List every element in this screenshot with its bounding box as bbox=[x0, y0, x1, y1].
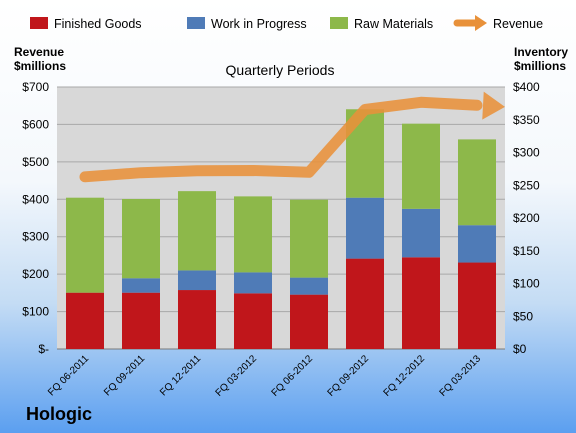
bar-raw-materials bbox=[234, 196, 272, 273]
bar-work-in-progress bbox=[346, 197, 384, 259]
y-right-title-line1: Inventory bbox=[514, 45, 568, 59]
bar-finished-goods bbox=[234, 293, 272, 349]
y-left-ticks: $- $100 $200 $300 $400 $500 $600 $700 bbox=[22, 80, 49, 356]
y-left-tick-label: $300 bbox=[22, 230, 49, 244]
y-right-tick-label: $400 bbox=[513, 80, 540, 94]
bar-work-in-progress bbox=[178, 270, 216, 291]
revenue-arrowhead bbox=[482, 91, 505, 120]
y-right-tick-label: $350 bbox=[513, 113, 540, 127]
x-category-label: FQ 06-2011 bbox=[46, 353, 91, 398]
y-right-tick-label: $0 bbox=[513, 342, 527, 356]
x-category-label: FQ 03-2012 bbox=[214, 353, 260, 399]
bar-finished-goods bbox=[458, 262, 496, 349]
y-left-tick-label: $500 bbox=[22, 155, 49, 169]
bar-finished-goods bbox=[178, 290, 216, 349]
y-right-tick-label: $150 bbox=[513, 244, 540, 258]
y-left-tick-label: $600 bbox=[22, 117, 49, 131]
bar-work-in-progress bbox=[122, 278, 160, 293]
bar-raw-materials bbox=[66, 197, 104, 293]
y-right-tick-label: $100 bbox=[513, 277, 540, 291]
legend-swatch bbox=[330, 17, 348, 29]
legend-label: Finished Goods bbox=[54, 17, 142, 31]
x-category-label: FQ 03-2013 bbox=[438, 353, 484, 399]
bar-raw-materials bbox=[402, 123, 440, 209]
x-category-label: FQ 06-2012 bbox=[270, 353, 316, 399]
legend-label: Revenue bbox=[493, 17, 543, 31]
plot-title: Quarterly Periods bbox=[226, 62, 335, 78]
bar-finished-goods bbox=[290, 294, 328, 349]
x-category-label: FQ 09-2011 bbox=[102, 353, 147, 398]
bar-finished-goods bbox=[66, 292, 104, 349]
y-left-tick-label: $400 bbox=[22, 192, 49, 206]
y-right-tick-label: $50 bbox=[513, 309, 533, 323]
bar-finished-goods bbox=[402, 257, 440, 349]
y-left-tick-label: $700 bbox=[22, 80, 49, 94]
y-left-tick-label: $100 bbox=[22, 305, 49, 319]
bar-raw-materials bbox=[178, 191, 216, 271]
y-right-tick-label: $300 bbox=[513, 146, 540, 160]
y-right-ticks: $0 $50 $100 $150 $200 $250 $300 $350 $400 bbox=[513, 80, 540, 356]
bar-finished-goods bbox=[122, 292, 160, 349]
legend-label: Raw Materials bbox=[354, 17, 433, 31]
bar-raw-materials bbox=[122, 199, 160, 279]
legend-swatch-arrow bbox=[475, 15, 487, 31]
revenue-line bbox=[79, 96, 483, 183]
revenue-line-group bbox=[79, 91, 505, 183]
bar-work-in-progress bbox=[402, 208, 440, 258]
legend-swatch bbox=[187, 17, 205, 29]
bar-work-in-progress bbox=[234, 272, 272, 294]
bar-raw-materials bbox=[290, 199, 328, 278]
legend: Finished Goods Work in Progress Raw Materi… bbox=[30, 15, 543, 31]
brand-label: Hologic bbox=[26, 404, 92, 424]
bars bbox=[66, 109, 496, 349]
x-category-labels: FQ 06-2011 FQ 09-2011 FQ 12-2011 FQ 03-2012… bbox=[46, 353, 483, 399]
bar-work-in-progress bbox=[458, 225, 496, 263]
bar-finished-goods bbox=[346, 258, 384, 349]
y-right-tick-label: $200 bbox=[513, 211, 540, 225]
y-left-tick-label: $- bbox=[38, 342, 49, 356]
y-left-tick-label: $200 bbox=[22, 267, 49, 281]
x-category-label: FQ 09-2012 bbox=[326, 353, 372, 399]
legend-label: Work in Progress bbox=[211, 17, 307, 31]
legend-swatch bbox=[30, 17, 48, 29]
y-right-title-line2: $millions bbox=[514, 59, 566, 73]
y-left-title-line1: Revenue bbox=[14, 45, 64, 59]
x-category-label: FQ 12-2011 bbox=[158, 353, 203, 398]
y-left-title-line2: $millions bbox=[14, 59, 66, 73]
bar-work-in-progress bbox=[290, 277, 328, 295]
x-category-label: FQ 12-2012 bbox=[382, 353, 428, 399]
y-right-tick-label: $250 bbox=[513, 178, 540, 192]
bar-raw-materials bbox=[458, 139, 496, 226]
